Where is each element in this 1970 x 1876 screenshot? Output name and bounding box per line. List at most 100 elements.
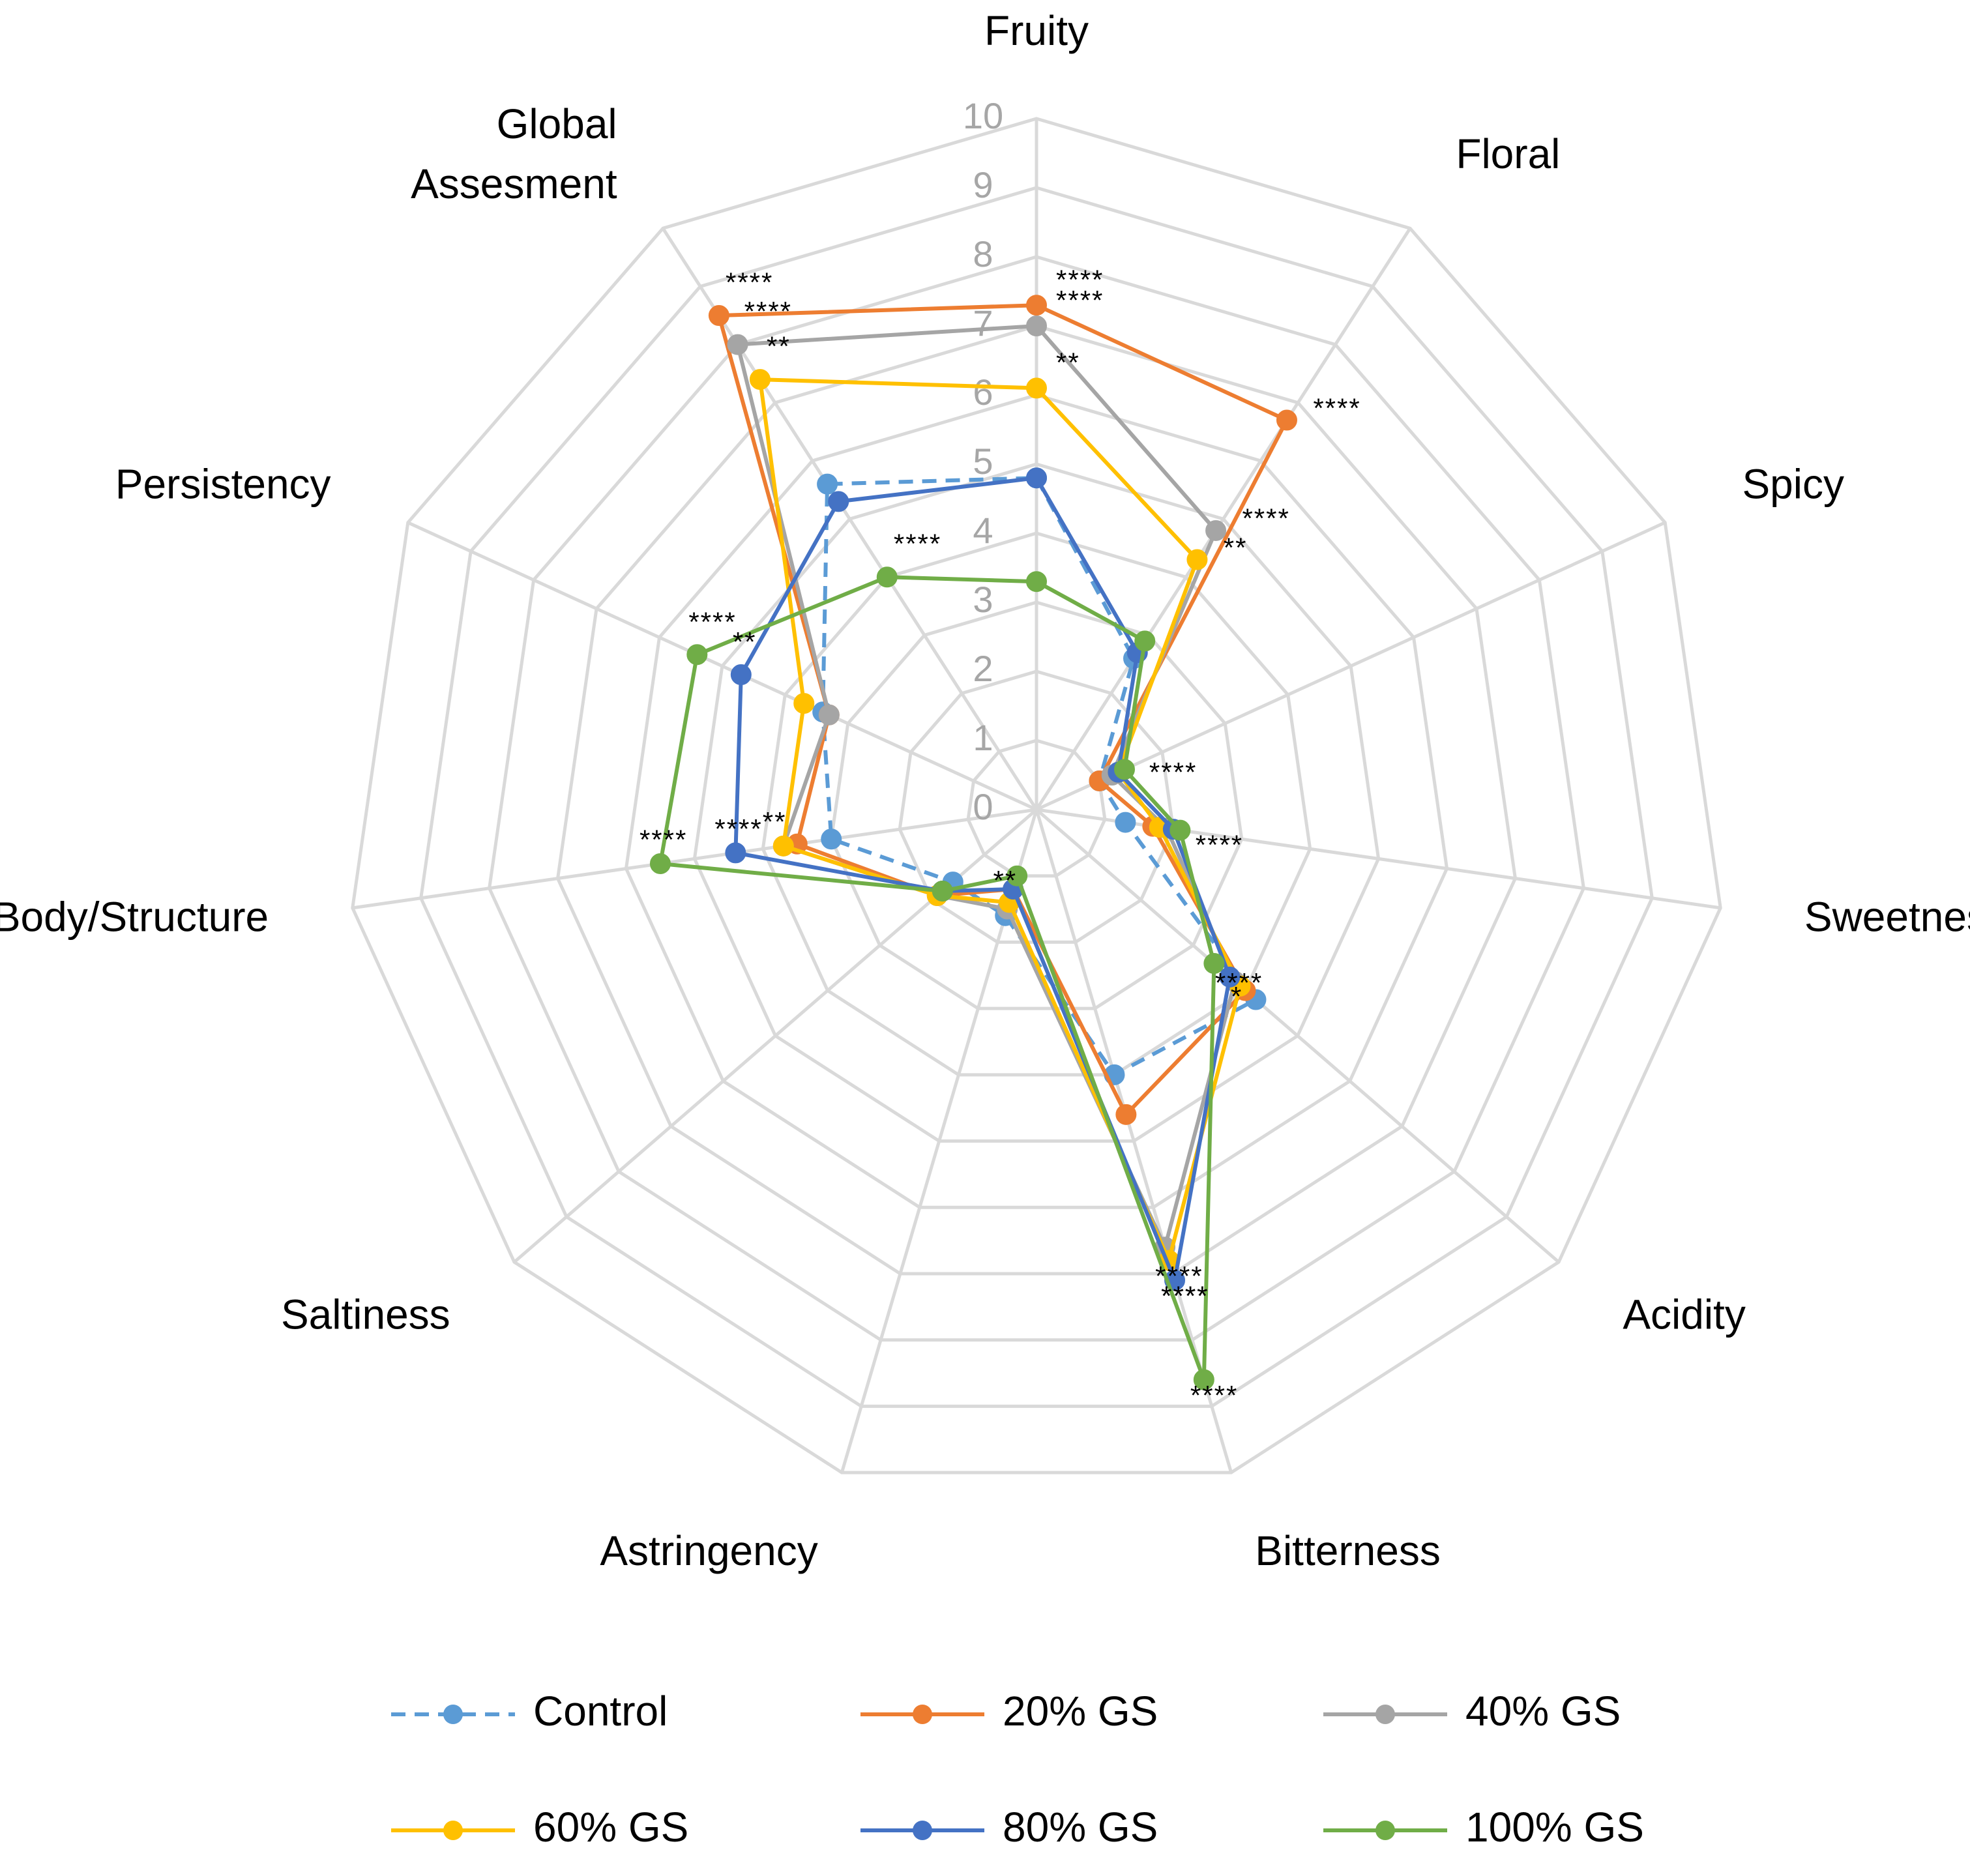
data-point-100-gs-astringency bbox=[1007, 865, 1028, 887]
data-point-control-global-assesment bbox=[817, 473, 838, 495]
axis-label-line: Body/Structure bbox=[0, 893, 269, 940]
data-point-60-gs-body-structure bbox=[772, 835, 794, 857]
series-100-gs bbox=[649, 566, 1225, 1390]
data-point-control-body-structure bbox=[821, 828, 842, 850]
series-line-100-gs bbox=[658, 575, 1216, 1382]
significance-marker: **** bbox=[640, 824, 687, 855]
significance-markers: ****************************************… bbox=[640, 264, 1360, 1411]
axis-label-line: Spicy bbox=[1742, 461, 1844, 508]
data-point-20-gs-fruity bbox=[1026, 295, 1047, 316]
significance-marker: **** bbox=[1056, 264, 1104, 295]
legend-swatch-marker bbox=[443, 1705, 463, 1724]
data-point-40-gs-persistency bbox=[818, 704, 840, 725]
axis-label-line: Sweetness bbox=[1804, 893, 1970, 940]
axis-label-sweetness: Sweetness bbox=[1804, 893, 1970, 940]
radar-series bbox=[649, 295, 1297, 1390]
data-point-40-gs-fruity bbox=[1026, 315, 1047, 336]
data-point-100-gs-persistency bbox=[686, 644, 708, 666]
significance-marker: ** bbox=[767, 330, 791, 361]
data-point-20-gs-global-assesment bbox=[708, 305, 729, 327]
data-point-80-gs-acidity bbox=[1219, 966, 1241, 988]
legend: Control 20% GS 40% GS 60% GS 80% GS 100% GS bbox=[391, 1688, 1644, 1851]
data-point-100-gs-saltiness bbox=[932, 880, 953, 901]
grid-ring-6 bbox=[624, 393, 1449, 1209]
significance-marker: ** bbox=[1056, 347, 1080, 377]
legend-swatch-marker bbox=[1375, 1705, 1395, 1724]
significance-marker: **** bbox=[1313, 392, 1360, 423]
data-point-40-gs-global-assesment bbox=[727, 334, 748, 355]
grid-ring-3 bbox=[829, 600, 1244, 1010]
legend-item-control: Control bbox=[391, 1688, 668, 1735]
grid-spoke-sweetness bbox=[1036, 808, 1721, 910]
tick-label-8: 8 bbox=[973, 233, 993, 274]
data-point-100-gs-body-structure bbox=[649, 853, 671, 874]
grid-spoke-global-assesment bbox=[661, 227, 1038, 811]
grid-spoke-floral bbox=[1035, 227, 1412, 811]
data-point-80-gs-persistency bbox=[730, 664, 752, 686]
radial-tick-labels: 0 1 2 3 4 5 6 7 8 9 10 bbox=[963, 95, 1003, 827]
significance-marker: ** bbox=[763, 806, 787, 837]
legend-swatch-marker bbox=[913, 1821, 932, 1840]
grid-spoke-body-structure bbox=[352, 808, 1037, 910]
data-point-20-gs-bitterness bbox=[1115, 1104, 1137, 1125]
axis-label-line: Saltiness bbox=[281, 1291, 450, 1338]
significance-marker: **** bbox=[1155, 1261, 1203, 1291]
axis-label-line: Persistency bbox=[115, 461, 331, 508]
legend-item-40-gs: 40% GS bbox=[1323, 1688, 1621, 1735]
significance-marker: **** bbox=[1161, 1281, 1209, 1312]
legend-swatch-marker bbox=[1375, 1821, 1395, 1840]
significance-marker: **** bbox=[1196, 829, 1243, 860]
legend-swatch-marker bbox=[443, 1821, 463, 1840]
grid-ring-10 bbox=[351, 117, 1722, 1474]
grid-ring-7 bbox=[555, 324, 1518, 1276]
tick-label-6: 6 bbox=[973, 372, 993, 413]
tick-label-1: 1 bbox=[973, 717, 993, 758]
grid-spoke-acidity bbox=[1035, 808, 1560, 1264]
legend-label: 80% GS bbox=[1003, 1804, 1158, 1851]
axis-label-line: Floral bbox=[1456, 130, 1560, 177]
axis-label-line: Acidity bbox=[1623, 1291, 1746, 1338]
legend-label: Control bbox=[533, 1688, 668, 1735]
data-point-control-sweetness bbox=[1115, 812, 1136, 833]
axis-label-line: Fruity bbox=[984, 7, 1089, 54]
axis-label-bitterness: Bitterness bbox=[1255, 1527, 1441, 1574]
significance-marker: ** bbox=[1224, 532, 1248, 563]
data-point-100-gs-sweetness bbox=[1169, 819, 1191, 841]
grid-ring-9 bbox=[419, 186, 1654, 1408]
axis-label-saltiness: Saltiness bbox=[281, 1291, 450, 1338]
data-point-80-gs-fruity bbox=[1026, 467, 1047, 489]
significance-marker: ** bbox=[993, 865, 1017, 896]
data-point-100-gs-bitterness bbox=[1193, 1369, 1214, 1390]
significance-marker: **** bbox=[1190, 1380, 1238, 1411]
data-point-100-gs-global-assesment bbox=[876, 566, 898, 588]
significance-marker: **** bbox=[688, 606, 736, 637]
legend-label: 100% GS bbox=[1465, 1804, 1644, 1851]
significance-marker: * bbox=[1231, 981, 1242, 1012]
axis-label-spicy: Spicy bbox=[1742, 461, 1844, 508]
significance-marker: **** bbox=[1242, 503, 1289, 534]
tick-label-10: 10 bbox=[963, 95, 1003, 136]
significance-marker: **** bbox=[744, 296, 792, 327]
legend-item-80-gs: 80% GS bbox=[860, 1804, 1158, 1851]
data-point-60-gs-global-assesment bbox=[749, 369, 771, 390]
data-point-100-gs-acidity bbox=[1203, 953, 1225, 975]
data-point-100-gs-spicy bbox=[1113, 759, 1135, 780]
radar-grid bbox=[351, 117, 1722, 1474]
tick-label-3: 3 bbox=[973, 579, 993, 620]
data-point-60-gs-fruity bbox=[1026, 377, 1047, 399]
data-point-40-gs-floral bbox=[1205, 520, 1227, 541]
axis-label-persistency: Persistency bbox=[115, 461, 331, 508]
significance-marker: **** bbox=[1149, 757, 1197, 787]
legend-label: 40% GS bbox=[1465, 1688, 1621, 1735]
data-point-80-gs-body-structure bbox=[725, 842, 746, 864]
legend-label: 20% GS bbox=[1003, 1688, 1158, 1735]
significance-marker: **** bbox=[1161, 1281, 1209, 1312]
tick-label-2: 2 bbox=[973, 648, 993, 689]
axis-label-line: Astringency bbox=[600, 1527, 817, 1574]
significance-marker: ** bbox=[733, 626, 757, 657]
data-point-60-gs-persistency bbox=[793, 693, 815, 714]
grid-ring-8 bbox=[488, 255, 1585, 1342]
axis-label-line: Bitterness bbox=[1255, 1527, 1441, 1574]
axis-labels: Fruity Floral Spicy Sweetness Acidity Bittern… bbox=[0, 7, 1970, 1574]
